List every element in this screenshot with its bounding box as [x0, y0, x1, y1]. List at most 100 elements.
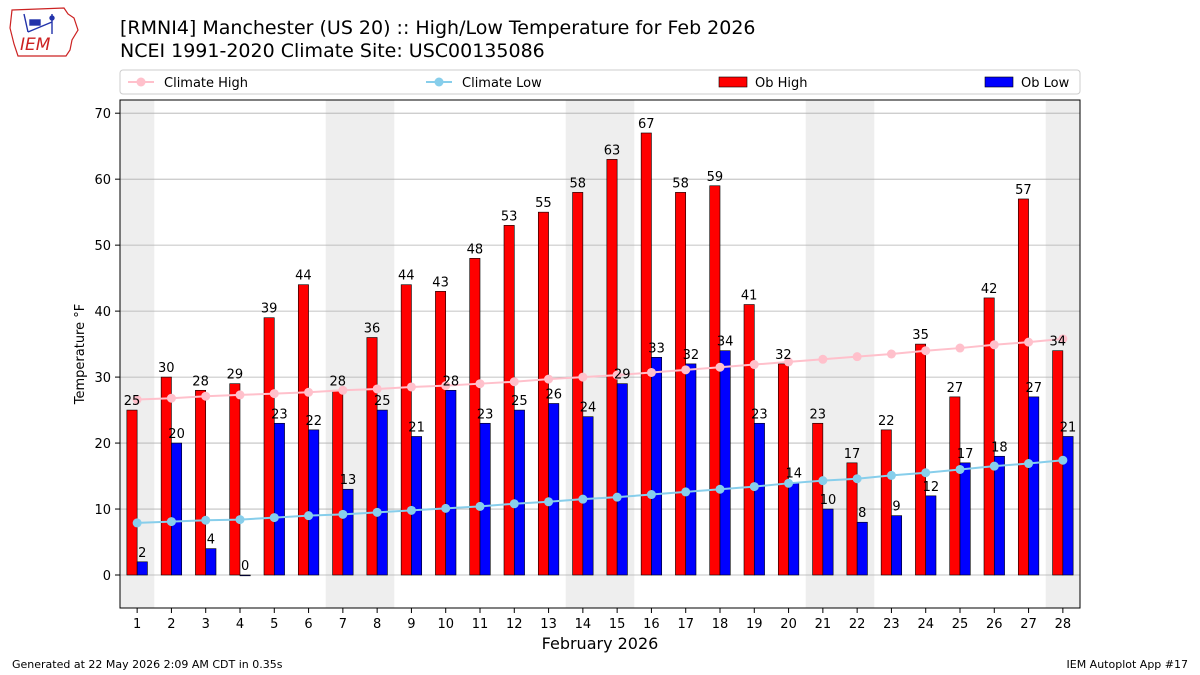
chart-subtitle: NCEI 1991-2020 Climate Site: USC00135086: [120, 40, 545, 62]
ob-low-bar: [1028, 396, 1040, 576]
ob-low-bar: [171, 442, 183, 576]
ob-low-bar: [479, 422, 491, 576]
ob-low-bar: [959, 462, 971, 576]
climate-low-point: [372, 507, 382, 517]
ob-low-label: 29: [614, 368, 631, 383]
climate-low-point: [132, 518, 142, 528]
climate-low-point: [304, 511, 314, 521]
x-tick-label: 19: [746, 617, 763, 632]
climate-high-point: [509, 377, 519, 387]
climate-low-point: [338, 509, 348, 519]
x-tick-label: 17: [677, 617, 694, 632]
climate-low-point: [201, 515, 211, 525]
climate-high-point: [1058, 334, 1068, 344]
logo-text: IEM: [20, 35, 51, 55]
climate-low-point: [166, 517, 176, 527]
ob-low-label: 23: [751, 407, 768, 422]
x-tick-label: 22: [849, 617, 866, 632]
ob-low-bar: [925, 495, 937, 576]
ob-low-label: 12: [923, 480, 940, 495]
legend-ob-high-swatch: [718, 76, 748, 88]
ob-low-bar: [822, 508, 834, 576]
ob-high-bar: [812, 422, 824, 576]
climate-high-point: [886, 349, 896, 359]
ob-high-label: 34: [1049, 335, 1066, 350]
climate-low-point: [989, 461, 999, 471]
weather-instrument-icon: [23, 13, 55, 34]
legend-ob-high-label: Ob High: [755, 76, 808, 91]
ob-high-bar: [880, 429, 892, 576]
climate-high-point: [749, 360, 759, 370]
ob-high-label: 39: [261, 302, 278, 317]
climate-high-point: [269, 389, 279, 399]
x-tick-label: 14: [575, 617, 592, 632]
climate-high-point: [132, 395, 142, 405]
ob-low-bar: [548, 403, 560, 576]
ob-high-label: 30: [158, 361, 175, 376]
ob-high-bar: [435, 291, 447, 576]
ob-high-label: 27: [947, 381, 964, 396]
ob-low-label: 20: [168, 427, 185, 442]
legend-climate-high-marker: [136, 77, 146, 87]
climate-high-point: [681, 365, 691, 375]
ob-high-bar: [846, 462, 858, 576]
ob-high-label: 48: [467, 242, 484, 257]
legend-ob-low-label: Ob Low: [1021, 76, 1070, 91]
ob-high-label: 25: [124, 394, 141, 409]
climate-high-point: [544, 374, 554, 384]
ob-high-bar: [195, 389, 207, 576]
x-tick-label: 24: [917, 617, 934, 632]
y-tick-label: 20: [94, 437, 111, 452]
ob-high-label: 17: [844, 447, 861, 462]
climate-high-point: [441, 381, 451, 391]
x-tick-label: 28: [1055, 617, 1072, 632]
ob-low-label: 23: [477, 407, 494, 422]
ob-high-bar: [675, 192, 687, 576]
ob-high-label: 58: [569, 176, 586, 191]
ob-high-bar: [537, 211, 549, 576]
climate-high-point: [784, 357, 794, 367]
climate-high-point: [1024, 337, 1034, 347]
climate-low-point: [852, 474, 862, 484]
climate-low-point: [235, 515, 245, 525]
climate-high-point: [715, 362, 725, 372]
x-tick-label: 3: [202, 617, 210, 632]
ob-low-label: 2: [138, 546, 146, 561]
x-tick-label: 18: [712, 617, 729, 632]
ob-low-label: 0: [241, 559, 249, 574]
ob-low-label: 18: [991, 440, 1008, 455]
ob-low-bar: [136, 561, 148, 576]
x-tick-label: 13: [540, 617, 557, 632]
climate-high-point: [372, 384, 382, 394]
ob-high-label: 43: [432, 275, 449, 290]
ob-high-label: 22: [878, 414, 895, 429]
ob-low-bar: [513, 409, 525, 576]
climate-low-point: [612, 492, 622, 502]
ob-low-bar: [308, 429, 320, 576]
x-tick-label: 21: [815, 617, 832, 632]
ob-low-label: 24: [580, 401, 597, 416]
ob-low-bar: [445, 389, 457, 576]
y-tick-label: 60: [94, 173, 111, 188]
iowa-outline: [9, 7, 79, 57]
x-tick-label: 8: [373, 617, 381, 632]
x-tick-label: 12: [506, 617, 523, 632]
ob-high-bar: [366, 337, 378, 576]
climate-low-point: [749, 482, 759, 492]
climate-high-point: [818, 354, 828, 364]
climate-high-point: [852, 352, 862, 362]
ob-high-label: 59: [707, 170, 724, 185]
x-tick-label: 23: [883, 617, 900, 632]
climate-high-point: [475, 379, 485, 389]
climate-low-point: [715, 484, 725, 494]
y-tick-label: 10: [94, 503, 111, 518]
climate-low-point: [955, 464, 965, 474]
ob-low-label: 28: [443, 374, 460, 389]
x-tick-label: 16: [643, 617, 660, 632]
ob-low-label: 13: [340, 473, 357, 488]
climate-high-point: [201, 391, 211, 401]
climate-high-point: [989, 340, 999, 350]
climate-low-point: [544, 497, 554, 507]
